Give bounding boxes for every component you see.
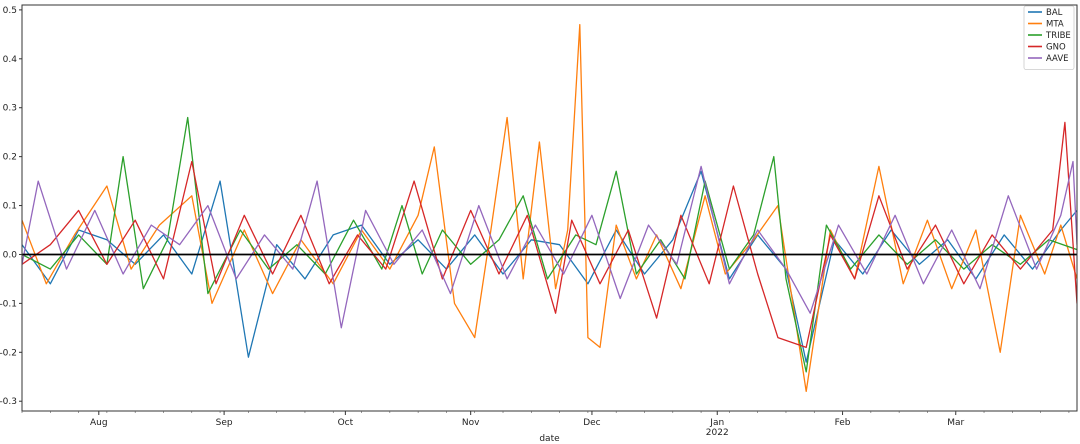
legend-label-mta: MTA — [1046, 20, 1064, 30]
legend-label-aave: AAVE — [1046, 54, 1069, 64]
series-line-tribe — [22, 116, 1077, 373]
y-tick-label: -0.1 — [0, 299, 17, 309]
legend-box — [1023, 5, 1075, 70]
x-tick-label: Dec — [583, 418, 600, 428]
x-tick-label: Feb — [835, 418, 851, 428]
series-line-aave — [22, 160, 1077, 329]
legend-label-bal: BAL — [1046, 8, 1063, 18]
y-axis: -0.3 -0.2 -0.1 0.0 0.1 0.2 0.3 0.4 0.5 — [0, 6, 22, 407]
y-tick-label: 0.2 — [3, 153, 17, 163]
x-axis-title: date — [539, 434, 560, 444]
y-tick-label: 0.4 — [3, 55, 18, 65]
plot-frame — [21, 4, 1078, 412]
legend-label-gno: GNO — [1046, 43, 1066, 53]
y-tick-label: 0.3 — [3, 104, 17, 114]
x-tick-label: Nov — [462, 418, 480, 428]
y-tick-label: -0.3 — [0, 397, 17, 407]
x-tick-label: Sep — [216, 418, 233, 428]
x-tick-label: Jan — [709, 418, 724, 428]
y-tick-label: 0.1 — [3, 202, 17, 212]
y-tick-label: -0.2 — [0, 348, 17, 358]
y-tick-label: 0.5 — [3, 6, 17, 16]
y-tick-label: 0.0 — [3, 250, 18, 260]
legend-label-tribe: TRIBE — [1045, 31, 1071, 41]
x-tick-label: Oct — [338, 418, 354, 428]
series-line-mta — [22, 23, 1077, 393]
x-tick-sublabel: 2022 — [706, 428, 729, 438]
x-tick-label: Aug — [90, 418, 108, 428]
x-tick-label: Mar — [947, 418, 964, 428]
